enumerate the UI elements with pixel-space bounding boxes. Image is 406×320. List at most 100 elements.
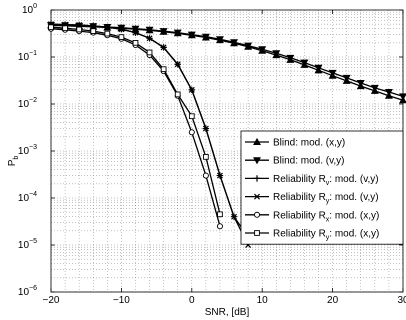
- y-tick-label: 10−6: [18, 285, 37, 298]
- y-tick-base: 10: [18, 52, 30, 63]
- marker-cross: [104, 24, 111, 31]
- marker-triangle-down: [258, 46, 267, 54]
- marker-triangle-down: [342, 74, 351, 82]
- marker-cross: [188, 86, 195, 93]
- marker-square: [174, 91, 181, 98]
- legend-entry: Reliability Ry: mod. (x,y): [245, 229, 379, 242]
- y-axis-label-main: P: [7, 159, 18, 166]
- marker-triangle-down: [244, 42, 253, 50]
- y-tick-exponent: −3: [29, 144, 37, 151]
- y-tick-exponent: −1: [29, 50, 37, 57]
- marker-triangle-down: [145, 26, 154, 34]
- y-tick-exponent: −6: [29, 285, 37, 292]
- y-axis-label: Pb: [7, 156, 20, 167]
- y-tick-base: 10: [22, 5, 34, 16]
- legend-label: Reliability Ry: mod. (x,y): [273, 229, 379, 242]
- marker-cross: [160, 44, 167, 51]
- legend-label-tail: : mod. (v,y): [329, 174, 378, 185]
- y-tick-exponent: 0: [33, 3, 37, 10]
- legend-label: Reliability Rv: mod. (v,y): [273, 174, 379, 187]
- y-tick-label: 10−4: [18, 191, 37, 204]
- marker-square: [160, 66, 167, 73]
- x-tick-label: −20: [43, 295, 60, 306]
- marker-cross: [132, 29, 139, 36]
- marker-triangle-down: [314, 64, 323, 72]
- marker-cross: [231, 213, 238, 220]
- y-tick-label: 10−3: [18, 144, 37, 157]
- y-tick-exponent: −5: [29, 238, 37, 245]
- legend-entry: Reliability Rx: mod. (x,y): [245, 210, 379, 223]
- y-tick-exponent: −2: [29, 97, 37, 104]
- marker-cross: [174, 61, 181, 68]
- marker-square: [104, 30, 111, 37]
- x-tick-label: 20: [327, 295, 339, 306]
- marker-square: [62, 25, 68, 32]
- marker-square: [203, 154, 209, 160]
- legend-entry: Reliability Ry: mod. (v,y): [245, 192, 379, 205]
- marker-triangle-down: [399, 93, 406, 101]
- legend-box: [240, 130, 404, 245]
- series-6: [48, 24, 223, 218]
- legend-label-main: Reliability R: [273, 192, 326, 203]
- marker-circle: [202, 172, 209, 179]
- x-tick-labels: −20 −10 0 10 20 30: [43, 295, 406, 306]
- marker-circle: [188, 129, 195, 136]
- marker-triangle-down: [300, 59, 309, 67]
- legend-entry: Blind: mod. (v,y): [245, 156, 345, 167]
- y-tick-base: 10: [18, 193, 30, 204]
- legend-label-sub: v: [326, 180, 330, 187]
- y-tick-label: 10−1: [18, 50, 37, 63]
- legend-label-main: Reliability R: [273, 210, 326, 221]
- legend-label: Reliability Rx: mod. (x,y): [273, 210, 379, 223]
- y-tick-label: 10−2: [18, 97, 37, 110]
- marker-triangle-down: [286, 54, 295, 62]
- marker-triangle-down: [356, 79, 365, 88]
- legend-label-tail: : mod. (x,y): [329, 229, 379, 240]
- legend: Blind: mod. (x,y) Blind: mod. (v,y) Reliab…: [240, 130, 404, 245]
- marker-square: [217, 211, 223, 218]
- marker-cross: [90, 22, 97, 29]
- marker-triangle-down: [384, 88, 393, 97]
- legend-label-main: Blind: mod. (x,y): [273, 138, 345, 149]
- marker-cross: [202, 125, 209, 132]
- y-tick-base: 10: [18, 99, 30, 110]
- marker-triangle-down: [159, 28, 168, 36]
- legend-label-sub: y: [326, 235, 330, 242]
- legend-label-tail: : mod. (v,y): [329, 192, 378, 203]
- marker-triangle-down: [370, 84, 379, 93]
- y-axis-label-sub: b: [13, 156, 20, 160]
- marker-cross: [118, 26, 125, 33]
- series-line: [50, 24, 404, 101]
- series-line: [50, 24, 404, 98]
- x-tick-label: 10: [257, 295, 269, 306]
- series-4: [48, 21, 252, 248]
- x-tick-label: 30: [397, 295, 406, 306]
- legend-label-main: Reliability R: [273, 174, 326, 185]
- y-tick-exponent: −4: [29, 191, 37, 198]
- y-tick-base: 10: [18, 240, 30, 251]
- marker-triangle-down: [173, 29, 182, 37]
- marker-triangle-down: [201, 33, 210, 41]
- marker-triangle-down: [230, 39, 239, 47]
- series-group: [47, 20, 406, 248]
- legend-label: Blind: mod. (v,y): [273, 156, 345, 167]
- x-axis-label: SNR, [dB]: [205, 307, 250, 318]
- tick-marks: [50, 9, 404, 293]
- legend-label: Blind: mod. (x,y): [273, 138, 345, 149]
- marker-circle: [216, 223, 223, 230]
- marker-square: [188, 113, 195, 120]
- marker-square: [254, 230, 260, 236]
- marker-triangle-up: [253, 137, 261, 146]
- marker-cross: [216, 172, 223, 179]
- legend-label-sub: x: [326, 216, 330, 223]
- marker-plus: [253, 175, 261, 182]
- marker-square: [90, 28, 97, 34]
- marker-triangle-down: [272, 50, 281, 58]
- y-tick-label: 100: [22, 3, 37, 16]
- marker-square: [146, 49, 153, 56]
- marker-square: [132, 40, 139, 46]
- marker-square: [48, 24, 54, 31]
- marker-triangle-down: [187, 31, 196, 39]
